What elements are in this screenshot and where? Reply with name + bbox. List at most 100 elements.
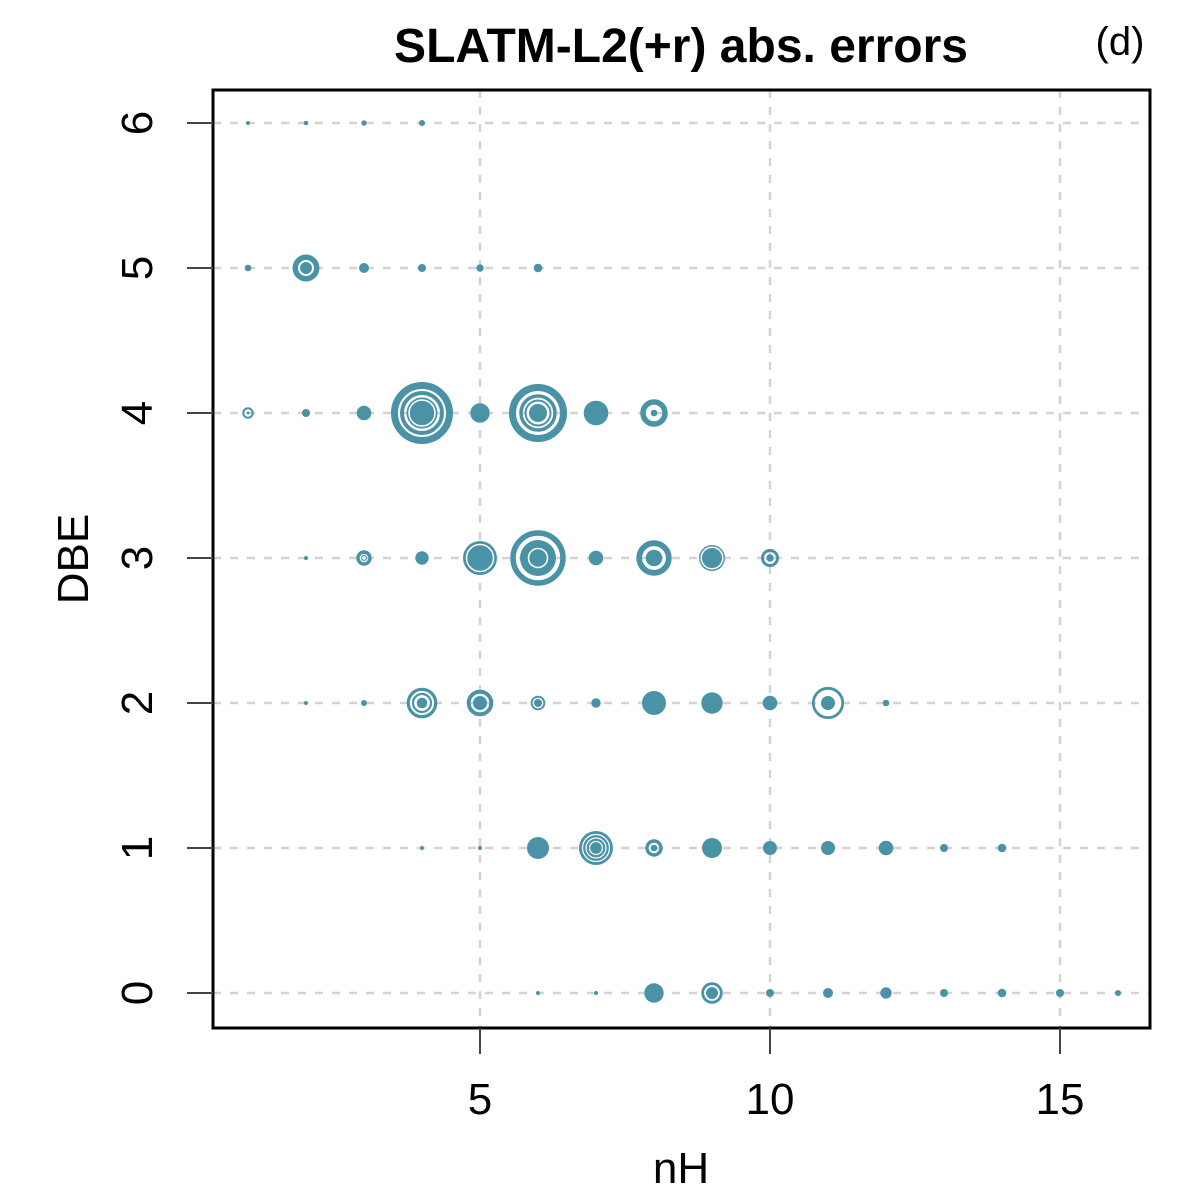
- y-tick-label: 5: [113, 256, 162, 280]
- bubble-circle: [762, 695, 778, 711]
- bubble-circle: [356, 405, 372, 421]
- bubble-circle: [406, 687, 438, 719]
- bubble: [701, 692, 723, 714]
- bubble-circle: [242, 407, 254, 419]
- tick-layer: 5 10 15 0 1 2 3 4 5 6: [113, 111, 1084, 1124]
- panel-label: (d): [1096, 20, 1145, 64]
- bubble: [356, 405, 372, 421]
- bubble: [761, 549, 779, 567]
- bubble-circle: [650, 409, 658, 417]
- bubble: [527, 837, 549, 859]
- bubble-circle: [536, 991, 540, 995]
- bubble-circle: [594, 991, 598, 995]
- bubble-circle: [391, 382, 453, 444]
- bubble: [583, 400, 609, 426]
- bubble: [588, 550, 604, 566]
- bubble: [292, 254, 320, 282]
- bubble-circle: [473, 696, 487, 710]
- bubble: [419, 120, 425, 126]
- bubble: [880, 987, 892, 999]
- bubble-circle: [645, 839, 663, 857]
- bubble-circle: [640, 399, 668, 427]
- bubble: [406, 687, 438, 719]
- bubble: [821, 841, 835, 855]
- bubble: [699, 545, 725, 571]
- bubble-circle: [821, 841, 835, 855]
- bubble-circle: [940, 844, 948, 852]
- bubble-circle: [476, 264, 484, 272]
- y-tick-label: 4: [113, 401, 162, 425]
- bubble-circle: [880, 987, 892, 999]
- bubble-circle: [416, 697, 428, 709]
- bubble: [463, 541, 497, 575]
- bubble: [530, 695, 546, 711]
- bubble-circle: [420, 846, 424, 850]
- bubble: [244, 264, 252, 272]
- bubble-circle: [1056, 989, 1064, 997]
- bubble: [242, 407, 254, 419]
- bubble-circle: [361, 554, 368, 561]
- bubble-circle: [591, 698, 601, 708]
- bubble: [997, 843, 1007, 853]
- chart-title: SLATM-L2(+r) abs. errors: [394, 20, 968, 73]
- bubble-circle: [636, 540, 672, 576]
- bubble-circle: [766, 554, 774, 562]
- bubble-circle: [246, 121, 250, 125]
- bubble-white-ring: [581, 833, 611, 863]
- bubble-circle: [510, 530, 566, 586]
- bubble-circle: [701, 692, 723, 714]
- bubble-circle: [811, 686, 845, 720]
- bubble: [466, 689, 494, 717]
- y-tick-label: 6: [113, 111, 162, 135]
- bubble-circle: [699, 545, 725, 571]
- y-tick-label: 1: [113, 836, 162, 860]
- bubble: [1115, 990, 1121, 996]
- y-tick-label: 3: [113, 546, 162, 570]
- bubble: [701, 982, 723, 1004]
- bubble: [359, 263, 369, 273]
- bubble: [579, 831, 613, 865]
- bubble-white-ring: [700, 546, 724, 570]
- bubble-circle: [509, 384, 567, 442]
- bubble-circle: [302, 409, 310, 417]
- x-tick-label: 10: [746, 1075, 795, 1124]
- bubble: [361, 120, 367, 126]
- bubble: [640, 399, 668, 427]
- bubble: [642, 691, 666, 715]
- y-axis-title: DBE: [49, 514, 98, 604]
- bubble-circle: [356, 550, 372, 566]
- bubble: [636, 540, 672, 576]
- bubble-circle: [878, 840, 894, 856]
- bubble-circle: [478, 846, 482, 850]
- bubble-white-ring: [588, 840, 604, 856]
- bubble: [476, 264, 484, 272]
- bubble-layer: [242, 120, 1121, 1004]
- bubble: [766, 989, 774, 997]
- bubble: [645, 839, 663, 857]
- bubble-circle: [644, 983, 664, 1003]
- bubble: [997, 988, 1007, 998]
- bubble-circle: [997, 988, 1007, 998]
- bubble-circle: [304, 556, 308, 560]
- bubble: [415, 551, 429, 565]
- bubble-circle: [361, 700, 367, 706]
- bubble-circle: [303, 120, 309, 126]
- bubble-circle: [463, 541, 497, 575]
- bubble-circle: [406, 397, 438, 429]
- bubble-circle: [702, 838, 722, 858]
- bubble: [533, 263, 543, 273]
- y-tick-label: 2: [113, 691, 162, 715]
- bubble-circle: [997, 843, 1007, 853]
- bubble: [420, 846, 424, 850]
- bubble-circle: [529, 404, 547, 422]
- bubble-circle: [524, 399, 552, 427]
- bubble: [470, 403, 490, 423]
- bubble-circle: [583, 400, 609, 426]
- bubble-circle: [466, 689, 494, 717]
- bubble-circle: [701, 982, 723, 1004]
- bubble: [940, 844, 948, 852]
- bubble: [356, 550, 372, 566]
- bubble: [882, 699, 890, 707]
